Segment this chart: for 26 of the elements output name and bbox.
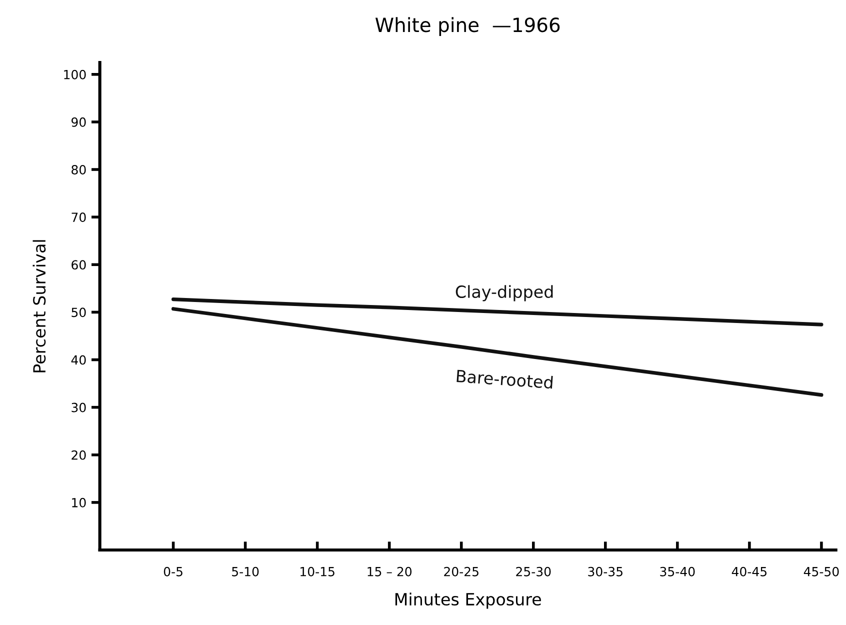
y-tick-label: 50 (72, 308, 86, 318)
x-tick-label: 20-25 (444, 566, 478, 576)
x-tick-label: 30-35 (588, 566, 622, 576)
y-tick-label: 40 (71, 355, 86, 365)
x-tick-label: 10-15 (300, 566, 334, 576)
y-tick-label: 10 (72, 498, 86, 508)
y-tick-label: 60 (72, 260, 86, 270)
y-tick-label: 20 (72, 450, 86, 460)
chart-title: White pine —1966 (375, 17, 560, 36)
series-label: Clay-dipped (456, 285, 553, 302)
y-tick-label: 70 (72, 212, 86, 222)
x-tick-label: 15 – 20 (368, 566, 412, 576)
x-axis-title: Minutes Exposure (395, 592, 541, 609)
y-tick-label: 100 (64, 70, 86, 80)
x-tick-label: 0-5 (164, 566, 182, 576)
x-tick-label: 45-50 (804, 566, 839, 576)
y-tick-label: 80 (72, 164, 86, 174)
y-tick-label: 30 (72, 402, 86, 412)
series-label: Bare-rooted (456, 369, 553, 389)
x-tick-label: 25-30 (516, 566, 551, 576)
x-tick-label: 5-10 (232, 566, 259, 576)
x-tick-label: 35-40 (660, 566, 695, 576)
y-axis-title: Percent Survival (32, 240, 46, 372)
y-tick-label: 90 (72, 117, 86, 127)
x-tick-label: 40-45 (732, 566, 766, 576)
line-series (171, 307, 824, 397)
